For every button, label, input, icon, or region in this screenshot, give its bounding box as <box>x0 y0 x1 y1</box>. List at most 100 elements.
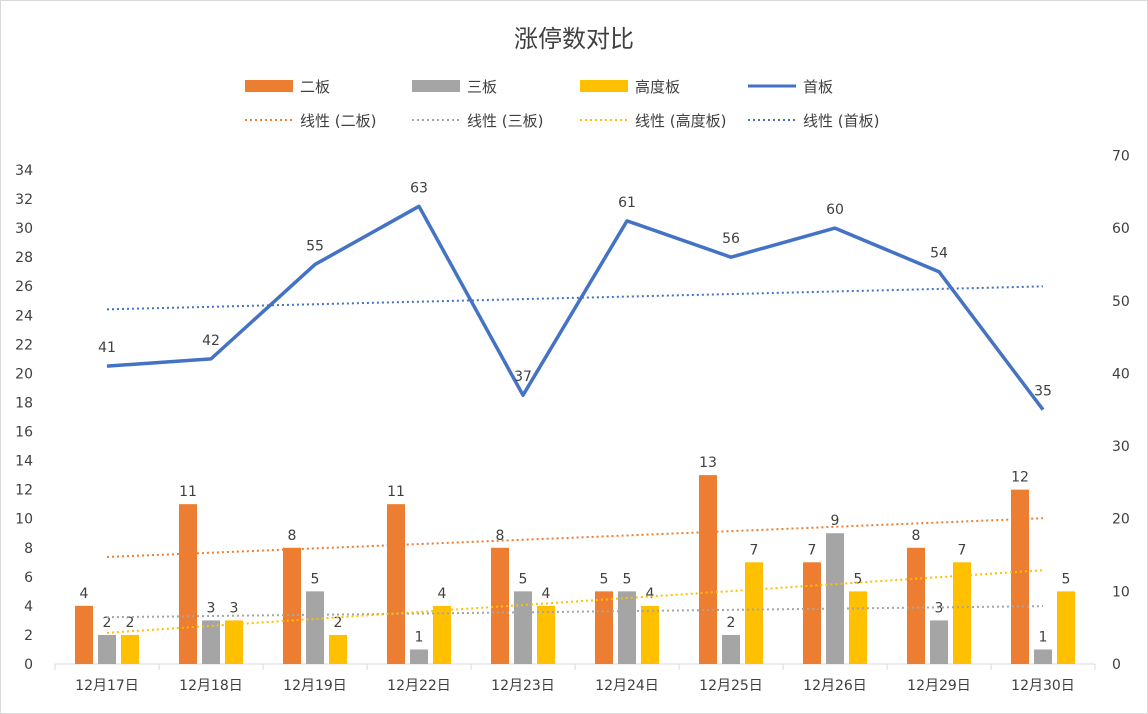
line-data-label: 41 <box>98 340 116 356</box>
y-left-tick: 0 <box>24 657 33 673</box>
y-left-tick: 10 <box>15 512 33 528</box>
bar <box>699 475 717 664</box>
bar-data-label: 11 <box>387 484 405 500</box>
x-tick-label: 12月25日 <box>699 678 763 694</box>
bar <box>433 605 451 664</box>
bar <box>907 547 925 664</box>
legend-label: 高度板 <box>635 78 680 96</box>
legend-label: 二板 <box>300 78 330 96</box>
y-right-tick: 50 <box>1112 294 1130 310</box>
bar-data-label: 2 <box>334 615 343 631</box>
bar <box>745 562 763 664</box>
bar <box>283 547 301 664</box>
chart-title: 涨停数对比 <box>514 25 634 53</box>
y-left-tick: 16 <box>15 425 33 441</box>
bar <box>514 591 532 664</box>
bar <box>826 533 844 664</box>
x-tick-label: 12月22日 <box>387 678 451 694</box>
bar <box>98 634 116 664</box>
y-left-tick: 12 <box>15 483 33 499</box>
y-left-tick: 18 <box>15 395 33 411</box>
bar <box>179 504 197 664</box>
y-left-tick: 30 <box>15 221 33 237</box>
line-data-label: 54 <box>930 246 948 262</box>
line-data-label: 61 <box>618 195 636 211</box>
bar-data-label: 11 <box>179 484 197 500</box>
x-tick-label: 12月23日 <box>491 678 555 694</box>
y-left-tick: 6 <box>24 570 33 586</box>
bar-data-label: 7 <box>750 542 759 558</box>
bar-data-label: 4 <box>542 586 551 602</box>
line-series <box>106 204 1045 411</box>
bar <box>75 605 93 664</box>
bar <box>537 605 555 664</box>
y-left-tick: 4 <box>24 599 33 615</box>
bar-data-label: 3 <box>935 600 944 616</box>
line-data-label: 55 <box>306 238 324 254</box>
bar <box>491 547 509 664</box>
bar <box>953 562 971 664</box>
y-right-tick: 70 <box>1112 148 1130 164</box>
y-left-tick: 22 <box>15 337 33 353</box>
y-left-tick: 34 <box>15 163 33 179</box>
y-right-tick: 40 <box>1112 366 1130 382</box>
bar-data-label: 5 <box>1062 571 1071 587</box>
legend-swatch <box>245 80 293 92</box>
legend-swatch <box>412 80 460 92</box>
bar-data-label: 4 <box>80 586 89 602</box>
bar-data-label: 8 <box>496 528 505 544</box>
legend-label: 线性 (三板) <box>467 112 543 130</box>
trendline <box>106 605 1044 619</box>
line-data-label: 60 <box>826 202 844 218</box>
legend-swatch <box>580 80 628 92</box>
bar <box>1034 649 1052 664</box>
bar <box>595 591 613 664</box>
y-left-tick: 28 <box>15 250 33 266</box>
bar-data-label: 9 <box>831 513 840 529</box>
x-tick-label: 12月19日 <box>283 678 347 694</box>
y-left-tick: 14 <box>15 454 33 470</box>
bar <box>1011 489 1029 664</box>
y-left-tick: 20 <box>15 366 33 382</box>
bar <box>202 620 220 664</box>
bar-data-label: 3 <box>230 600 239 616</box>
bar-data-label: 5 <box>623 571 632 587</box>
line-data-label: 63 <box>410 180 428 196</box>
bar-data-label: 2 <box>727 615 736 631</box>
x-tick-label: 12月24日 <box>595 678 659 694</box>
bar-data-label: 3 <box>207 600 216 616</box>
bar-data-label: 5 <box>519 571 528 587</box>
bar <box>641 605 659 664</box>
bar-data-label: 8 <box>288 528 297 544</box>
bar <box>930 620 948 664</box>
bar-data-label: 8 <box>912 528 921 544</box>
legend-label: 首板 <box>803 78 833 96</box>
bar-data-label: 2 <box>103 615 112 631</box>
bar-data-label: 5 <box>600 571 609 587</box>
bar-data-label: 5 <box>311 571 320 587</box>
bar-data-label: 5 <box>854 571 863 587</box>
bar-data-label: 7 <box>958 542 967 558</box>
y-left-tick: 26 <box>15 279 33 295</box>
legend-label: 线性 (高度板) <box>635 112 726 130</box>
y-right-tick: 20 <box>1112 512 1130 528</box>
bar <box>803 562 821 664</box>
bar <box>387 504 405 664</box>
bar-data-label: 13 <box>699 455 717 471</box>
trendline <box>106 569 1044 634</box>
bar <box>121 634 139 664</box>
bar-data-label: 4 <box>646 586 655 602</box>
y-left-tick: 32 <box>15 192 33 208</box>
bar <box>329 634 347 664</box>
y-right-tick: 0 <box>1112 657 1121 673</box>
y-left-tick: 8 <box>24 541 33 557</box>
bar <box>849 591 867 664</box>
bar-data-label: 2 <box>126 615 135 631</box>
bar <box>306 591 324 664</box>
bar-data-label: 7 <box>808 542 817 558</box>
trendline <box>106 285 1044 311</box>
line-data-label: 35 <box>1034 384 1052 400</box>
line-data-label: 56 <box>722 231 740 247</box>
legend-label: 线性 (首板) <box>803 112 879 130</box>
